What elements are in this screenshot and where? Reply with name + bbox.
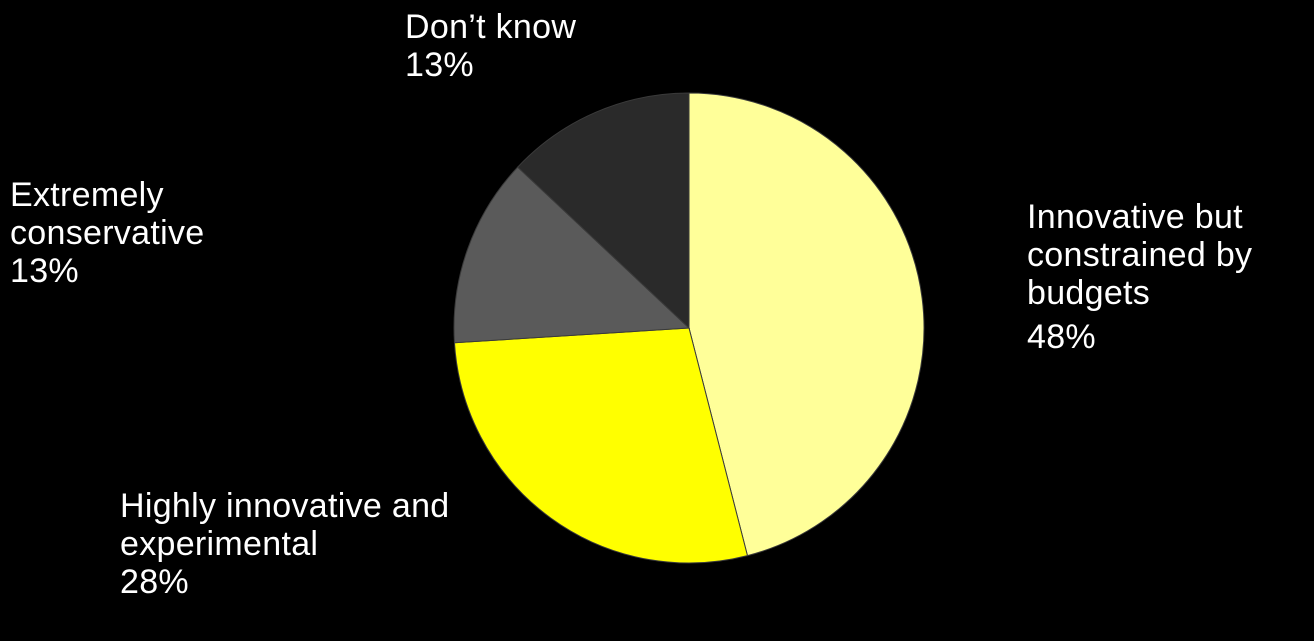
pie-slice-extremely-conservative bbox=[453, 166, 691, 344]
slice-label-text: budgets bbox=[1027, 274, 1151, 312]
slice-label-text: conservative bbox=[10, 214, 205, 252]
slice-value-label: 48% bbox=[1027, 318, 1096, 356]
slice-label-innovative-but-constrained: Innovative but constrained by budgets 48… bbox=[1027, 198, 1252, 356]
pie-slice-innovative-but-constrained bbox=[688, 92, 925, 557]
pie-slice-highly-innovative bbox=[453, 327, 749, 564]
slice-label-text: experimental bbox=[120, 525, 319, 563]
slice-label-highly-innovative: Highly innovative and experimental 28% bbox=[120, 487, 450, 601]
slice-label-text: Extremely bbox=[10, 176, 164, 214]
slice-value-label: 13% bbox=[405, 46, 474, 84]
slice-value-label: 28% bbox=[120, 563, 189, 601]
slice-label-text: Don’t know bbox=[405, 8, 577, 46]
slice-value-label: 13% bbox=[10, 252, 79, 290]
slice-label-text: Innovative but bbox=[1027, 198, 1243, 236]
slice-label-text: Highly innovative and bbox=[120, 487, 450, 525]
slice-label-text: constrained by bbox=[1027, 236, 1253, 274]
slice-label-dont-know: Don’t know 13% bbox=[405, 8, 576, 84]
pie-slice-dont-know bbox=[516, 92, 690, 330]
slice-label-extremely-conservative: Extremely conservative 13% bbox=[10, 176, 204, 290]
